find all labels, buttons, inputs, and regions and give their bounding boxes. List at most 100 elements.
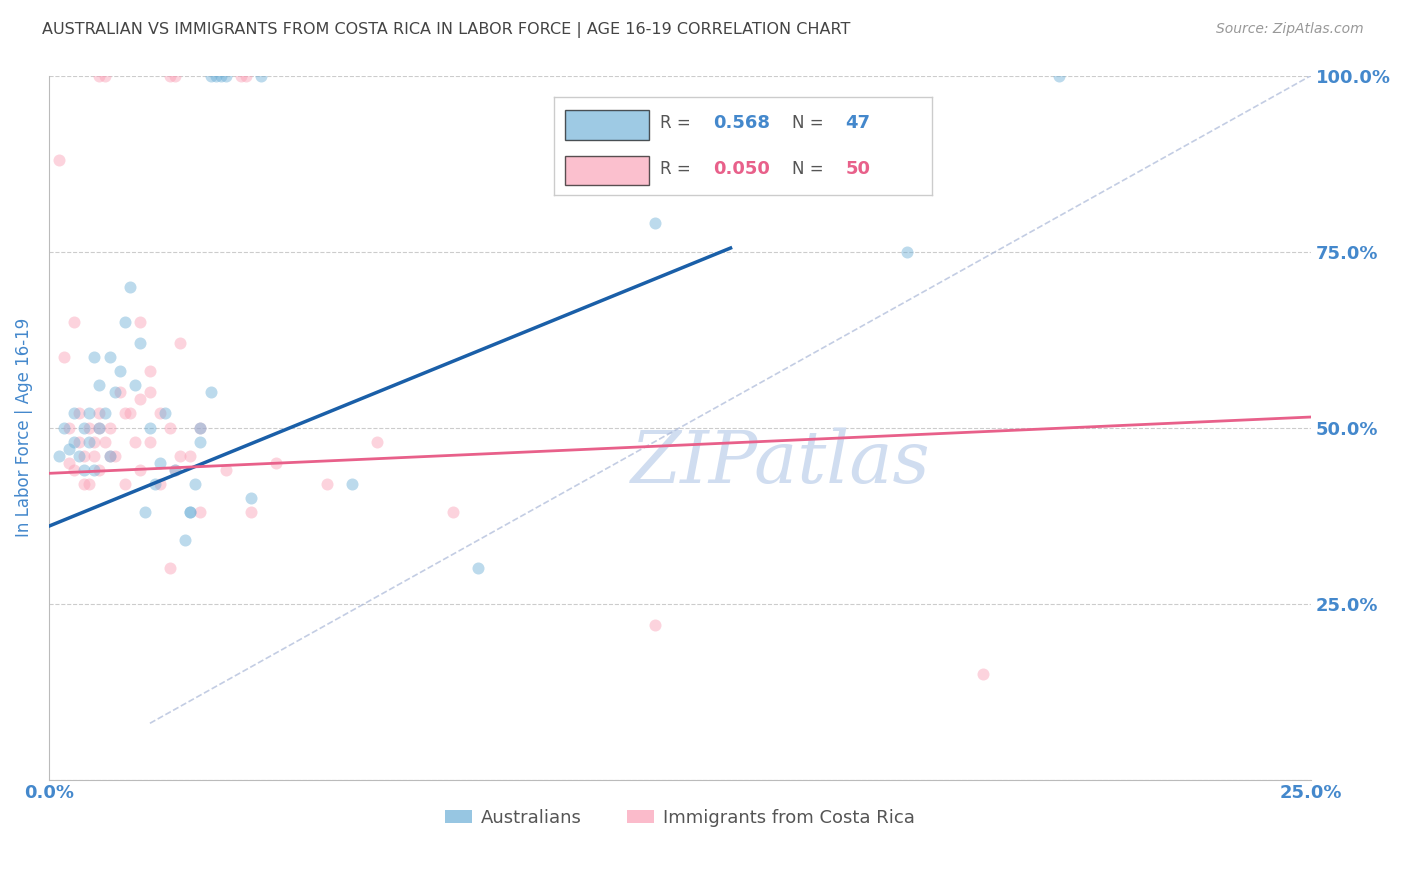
Y-axis label: In Labor Force | Age 16-19: In Labor Force | Age 16-19 bbox=[15, 318, 32, 537]
Point bbox=[972, 667, 994, 681]
Point bbox=[124, 434, 146, 449]
Point bbox=[644, 617, 666, 632]
Point bbox=[118, 279, 141, 293]
Point bbox=[83, 449, 105, 463]
Point bbox=[340, 476, 363, 491]
Point bbox=[139, 420, 162, 434]
Point bbox=[124, 378, 146, 392]
Text: ZIPatlas: ZIPatlas bbox=[631, 427, 931, 498]
Point bbox=[143, 476, 166, 491]
Point bbox=[467, 561, 489, 575]
Point bbox=[98, 350, 121, 364]
Point bbox=[128, 315, 150, 329]
Point bbox=[204, 69, 226, 83]
Point bbox=[98, 449, 121, 463]
Point bbox=[98, 449, 121, 463]
Point bbox=[93, 407, 115, 421]
Point bbox=[250, 69, 273, 83]
Point bbox=[239, 505, 262, 519]
Point bbox=[139, 364, 162, 378]
Point bbox=[159, 69, 181, 83]
Point bbox=[165, 463, 187, 477]
Point bbox=[73, 463, 96, 477]
Point bbox=[79, 434, 101, 449]
Point bbox=[134, 505, 156, 519]
Point bbox=[179, 505, 201, 519]
Point bbox=[79, 476, 101, 491]
Point bbox=[128, 392, 150, 407]
Point bbox=[89, 463, 111, 477]
Point bbox=[366, 434, 388, 449]
Point bbox=[169, 449, 191, 463]
Point bbox=[104, 449, 127, 463]
Point bbox=[58, 456, 80, 470]
Point bbox=[159, 420, 181, 434]
Point bbox=[53, 350, 76, 364]
Point bbox=[190, 420, 212, 434]
Point bbox=[441, 505, 464, 519]
Text: Source: ZipAtlas.com: Source: ZipAtlas.com bbox=[1216, 22, 1364, 37]
Point bbox=[190, 420, 212, 434]
Point bbox=[264, 456, 287, 470]
Point bbox=[174, 533, 197, 548]
Point bbox=[108, 385, 131, 400]
Point bbox=[200, 69, 222, 83]
Point bbox=[63, 315, 86, 329]
Point bbox=[128, 463, 150, 477]
Point bbox=[53, 420, 76, 434]
Point bbox=[83, 463, 105, 477]
Point bbox=[58, 420, 80, 434]
Point bbox=[63, 463, 86, 477]
Point bbox=[139, 385, 162, 400]
Point bbox=[114, 407, 136, 421]
Point bbox=[89, 69, 111, 83]
Point bbox=[149, 456, 172, 470]
Point bbox=[179, 505, 201, 519]
Point bbox=[93, 434, 115, 449]
Point bbox=[104, 385, 127, 400]
Point bbox=[239, 491, 262, 505]
Point bbox=[1047, 69, 1070, 83]
Text: AUSTRALIAN VS IMMIGRANTS FROM COSTA RICA IN LABOR FORCE | AGE 16-19 CORRELATION : AUSTRALIAN VS IMMIGRANTS FROM COSTA RICA… bbox=[42, 22, 851, 38]
Point bbox=[89, 378, 111, 392]
Point bbox=[209, 69, 232, 83]
Point bbox=[67, 434, 90, 449]
Point bbox=[98, 420, 121, 434]
Point bbox=[190, 505, 212, 519]
Point bbox=[63, 407, 86, 421]
Point bbox=[83, 350, 105, 364]
Point bbox=[93, 69, 115, 83]
Point bbox=[149, 407, 172, 421]
Legend: Australians, Immigrants from Costa Rica: Australians, Immigrants from Costa Rica bbox=[437, 802, 922, 834]
Point bbox=[184, 476, 207, 491]
Point bbox=[89, 420, 111, 434]
Point bbox=[58, 442, 80, 456]
Point bbox=[114, 315, 136, 329]
Point bbox=[896, 244, 918, 259]
Point bbox=[215, 69, 238, 83]
Point bbox=[315, 476, 337, 491]
Point bbox=[229, 69, 252, 83]
Point bbox=[89, 407, 111, 421]
Point bbox=[73, 476, 96, 491]
Point bbox=[73, 420, 96, 434]
Point bbox=[73, 449, 96, 463]
Point bbox=[79, 420, 101, 434]
Point bbox=[165, 69, 187, 83]
Point bbox=[165, 463, 187, 477]
Point bbox=[159, 561, 181, 575]
Point bbox=[67, 449, 90, 463]
Point bbox=[644, 216, 666, 230]
Point bbox=[83, 434, 105, 449]
Point bbox=[190, 434, 212, 449]
Point bbox=[179, 449, 201, 463]
Point bbox=[153, 407, 176, 421]
Point bbox=[67, 407, 90, 421]
Point bbox=[48, 449, 70, 463]
Point bbox=[114, 476, 136, 491]
Point bbox=[149, 476, 172, 491]
Point bbox=[63, 434, 86, 449]
Point bbox=[128, 336, 150, 351]
Point bbox=[79, 407, 101, 421]
Point bbox=[215, 463, 238, 477]
